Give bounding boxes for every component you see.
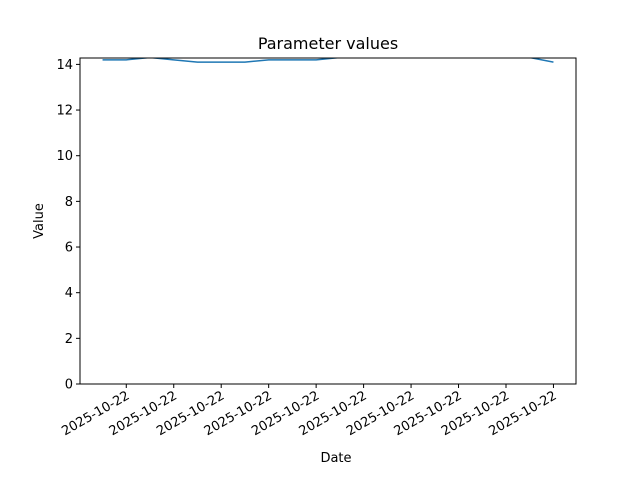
y-tick-label: 14	[56, 58, 73, 73]
axes-frame	[79, 57, 577, 385]
plot-area	[102, 58, 554, 63]
y-tick-label: 12	[56, 104, 73, 119]
y-tick-label: 8	[65, 195, 73, 210]
data-line	[102, 58, 554, 63]
x-axis-label: Date	[320, 451, 351, 466]
y-axis-label: Value	[32, 203, 47, 239]
y-tick-label: 4	[65, 286, 73, 301]
y-tick-label: 2	[65, 332, 73, 347]
y-tick-label: 6	[65, 241, 73, 256]
y-tick-label: 10	[56, 149, 73, 164]
chart-title: Parameter values	[258, 34, 398, 53]
y-tick-label: 0	[65, 378, 73, 393]
